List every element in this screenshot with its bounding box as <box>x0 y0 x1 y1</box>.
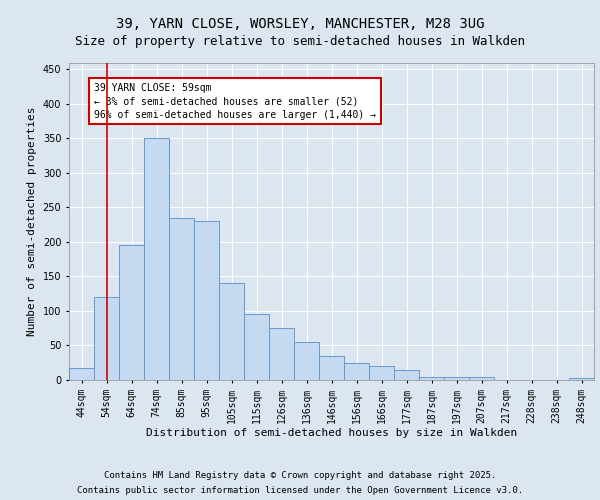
Text: 39 YARN CLOSE: 59sqm
← 3% of semi-detached houses are smaller (52)
96% of semi-d: 39 YARN CLOSE: 59sqm ← 3% of semi-detach… <box>94 83 376 120</box>
Bar <box>294 342 319 380</box>
Bar <box>169 218 194 380</box>
Bar <box>344 362 369 380</box>
X-axis label: Distribution of semi-detached houses by size in Walkden: Distribution of semi-detached houses by … <box>146 428 517 438</box>
Bar <box>469 376 494 380</box>
Text: Size of property relative to semi-detached houses in Walkden: Size of property relative to semi-detach… <box>75 35 525 48</box>
Bar <box>394 370 419 380</box>
Bar <box>94 297 119 380</box>
Bar <box>244 314 269 380</box>
Bar <box>194 221 219 380</box>
Bar <box>119 246 144 380</box>
Text: 39, YARN CLOSE, WORSLEY, MANCHESTER, M28 3UG: 39, YARN CLOSE, WORSLEY, MANCHESTER, M28… <box>116 18 484 32</box>
Bar <box>569 378 594 380</box>
Text: Contains public sector information licensed under the Open Government Licence v3: Contains public sector information licen… <box>77 486 523 495</box>
Bar <box>369 366 394 380</box>
Bar <box>444 376 469 380</box>
Bar <box>219 284 244 380</box>
Bar <box>269 328 294 380</box>
Text: Contains HM Land Registry data © Crown copyright and database right 2025.: Contains HM Land Registry data © Crown c… <box>104 471 496 480</box>
Bar <box>69 368 94 380</box>
Y-axis label: Number of semi-detached properties: Number of semi-detached properties <box>27 106 37 336</box>
Bar <box>419 376 444 380</box>
Bar <box>144 138 169 380</box>
Bar <box>319 356 344 380</box>
